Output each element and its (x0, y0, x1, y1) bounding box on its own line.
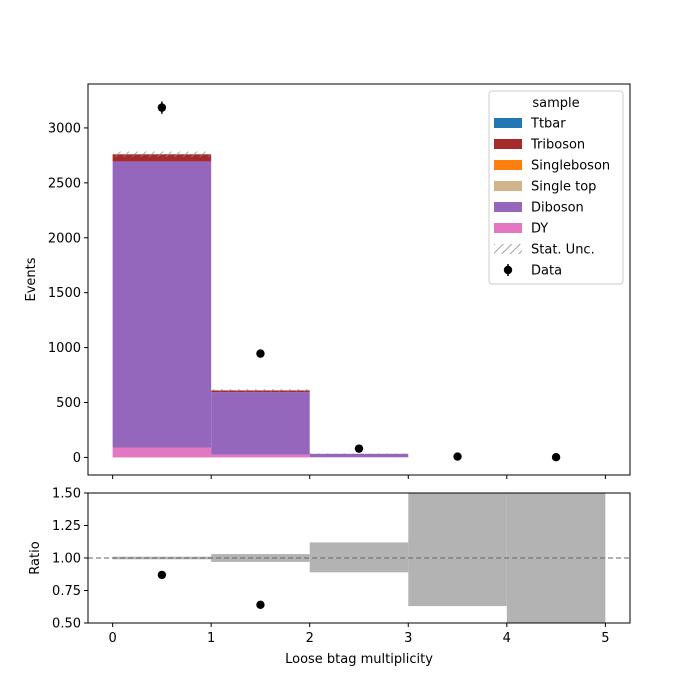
y-tick-label: 1000 (48, 341, 81, 356)
ratio-unc-band-bin3 (408, 493, 507, 607)
data-point (453, 452, 462, 461)
legend-label: Singleboson (531, 159, 610, 174)
y-tick-label: 0 (73, 451, 81, 466)
legend-box (488, 90, 624, 285)
x-tick-label: 2 (306, 631, 314, 646)
legend-title: sample (532, 96, 579, 111)
y-tick-label: 2000 (48, 231, 81, 246)
data-point (157, 103, 167, 112)
y-tick-label: 2500 (48, 176, 81, 191)
legend-swatch-dy (494, 223, 522, 233)
ratio-y-tick-label: 1.00 (52, 552, 81, 567)
legend-label: Ttbar (530, 117, 566, 132)
stat-unc-bin1 (211, 389, 310, 392)
main-plot-panel: 0 500 1000 1500 2000 2500 3000 Events (24, 83, 631, 479)
y-tick-label: 3000 (48, 121, 81, 136)
ratio-data-point (256, 600, 265, 609)
legend-marker-data (503, 265, 513, 275)
ratio-y-tick-label: 1.50 (52, 487, 81, 502)
data-point (256, 349, 265, 358)
ratio-y-axis-label: Ratio (28, 541, 43, 574)
bar-dy-bin1 (211, 454, 310, 458)
bar-diboson-bin0 (112, 161, 212, 448)
legend-swatch-ttbar (494, 118, 522, 128)
ratio-unc-band-bin2 (309, 542, 409, 573)
main-axes-frame (87, 83, 631, 476)
stat-unc-bin0 (112, 151, 212, 158)
legend-label: DY (531, 222, 548, 237)
bar-diboson-bin2 (309, 453, 409, 458)
y-axis-label: Events (24, 257, 39, 301)
x-axis-label: Loose btag multiplicity (285, 652, 433, 667)
ratio-data-point (157, 570, 167, 580)
legend-swatch-triboson (494, 139, 522, 149)
legend-swatch-diboson (494, 202, 522, 212)
legend-swatch-single-top (494, 181, 522, 191)
legend-label: Diboson (531, 201, 584, 216)
data-point (551, 453, 561, 462)
legend-label: Stat. Unc. (531, 243, 595, 258)
x-tick-label: 3 (404, 631, 412, 646)
stat-unc-bin2 (309, 453, 409, 455)
ratio-plot-panel: 0.50 0.75 1.00 1.25 1.50 0 1 2 3 4 5 Ratio Loose bta… (28, 487, 631, 667)
ratio-y-tick-label: 0.50 (52, 617, 81, 632)
legend-swatch-singleboson (494, 160, 522, 170)
legend-label: Triboson (530, 138, 585, 153)
legend-swatch-stat-unc (494, 244, 522, 254)
data-point (354, 444, 364, 453)
y-tick-label: 1500 (48, 286, 81, 301)
x-tick-label: 4 (503, 631, 511, 646)
bar-dy-bin0 (112, 447, 212, 458)
x-tick-label: 5 (601, 631, 609, 646)
bar-diboson-bin1 (211, 392, 310, 455)
bar-triboson-bin0 (112, 154, 212, 162)
ratio-y-tick-label: 0.75 (52, 584, 81, 599)
y-tick-label: 500 (56, 396, 81, 411)
legend-label: Single top (531, 180, 596, 195)
legend: sample Ttbar Triboson Singleboson Single top… (488, 90, 624, 285)
legend-label: Data (531, 264, 562, 279)
ratio-y-tick-label: 1.25 (52, 519, 81, 534)
x-tick-label: 1 (207, 631, 215, 646)
x-tick-label: 0 (108, 631, 116, 646)
